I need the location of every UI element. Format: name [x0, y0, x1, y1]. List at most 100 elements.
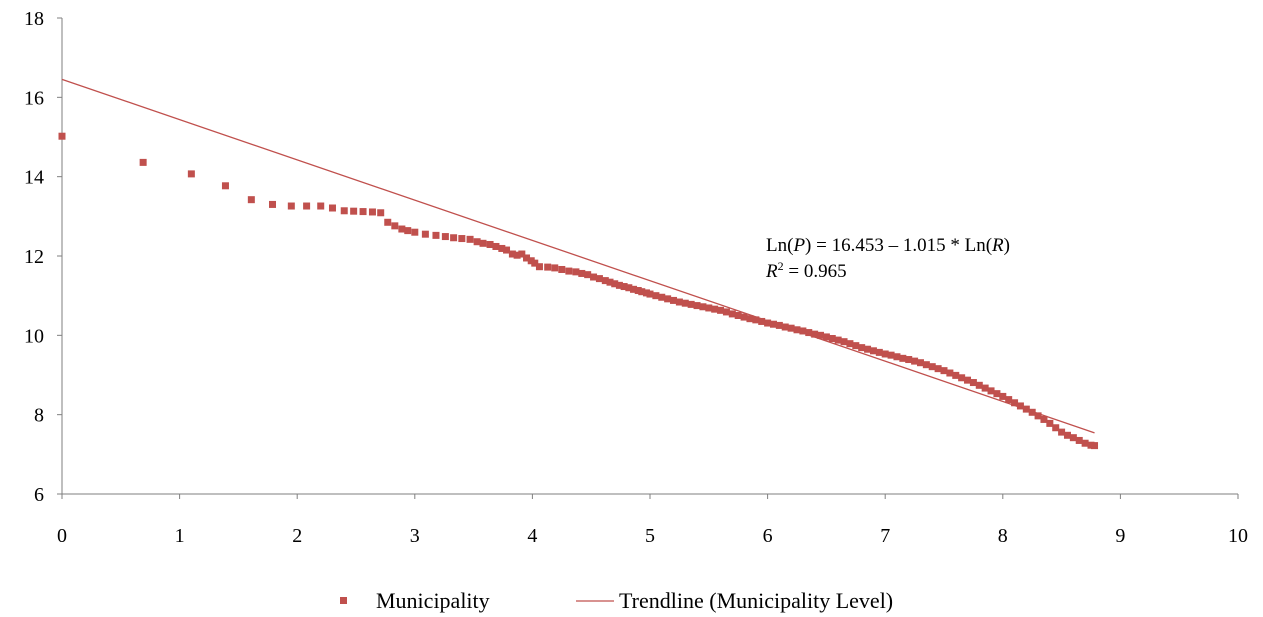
- data-point: [805, 329, 813, 337]
- data-point: [458, 235, 466, 243]
- data-point: [693, 302, 701, 310]
- data-point: [828, 335, 836, 343]
- legend-label-trendline: Trendline (Municipality Level): [619, 588, 893, 613]
- data-point: [1028, 408, 1036, 416]
- x-tick-label: 3: [410, 525, 420, 547]
- data-point: [787, 324, 795, 332]
- data-point: [987, 387, 995, 395]
- data-point: [911, 357, 919, 365]
- data-point: [899, 354, 907, 362]
- data-point: [846, 340, 854, 348]
- x-axis: 0 1 2 3 4 5 6 7 8 9 10: [57, 493, 1248, 547]
- x-tick-label: 7: [880, 525, 890, 547]
- data-point: [492, 242, 500, 250]
- data-point: [1034, 412, 1042, 420]
- data-point: [952, 371, 960, 379]
- data-point: [411, 228, 419, 236]
- data-point: [981, 384, 989, 392]
- data-point: [565, 267, 573, 275]
- data-point: [1091, 442, 1099, 450]
- data-point: [905, 356, 913, 364]
- y-tick-label: 12: [24, 246, 44, 268]
- y-tick-label: 10: [24, 325, 44, 347]
- data-point: [916, 359, 924, 367]
- data-point: [699, 303, 707, 311]
- data-point: [590, 273, 598, 281]
- data-point: [840, 338, 848, 346]
- data-point: [368, 208, 376, 216]
- data-point: [479, 239, 487, 247]
- data-point: [799, 327, 807, 335]
- data-point: [740, 313, 748, 321]
- data-point: [287, 202, 295, 210]
- y-axis: 6 8 10 12 14 16 18: [24, 8, 63, 506]
- data-point: [630, 285, 638, 293]
- data-point: [858, 344, 866, 352]
- x-tick-label: 2: [292, 525, 302, 547]
- trendline: [61, 78, 1095, 434]
- data-point: [746, 315, 754, 323]
- data-point: [1016, 402, 1024, 410]
- data-point: [864, 345, 872, 353]
- data-point: [852, 342, 860, 350]
- data-point: [793, 326, 801, 334]
- data-point: [675, 298, 683, 306]
- data-point: [875, 348, 883, 356]
- data-point: [1069, 434, 1077, 442]
- data-point: [1081, 439, 1089, 447]
- data-point: [642, 289, 650, 297]
- data-point: [187, 170, 195, 178]
- data-point: [544, 263, 552, 271]
- y-tick-label: 18: [24, 8, 44, 30]
- data-point: [398, 225, 406, 233]
- data-point: [535, 263, 543, 271]
- y-tick-label: 6: [34, 484, 44, 506]
- data-point: [975, 381, 983, 389]
- data-point: [503, 246, 511, 254]
- data-point: [687, 300, 695, 308]
- data-point: [247, 196, 255, 204]
- data-point: [611, 280, 619, 288]
- data-point: [881, 350, 889, 358]
- y-tick-label: 14: [24, 167, 44, 189]
- data-point: [999, 392, 1007, 400]
- data-point: [486, 240, 494, 248]
- y-ticks: 6 8 10 12 14 16 18: [24, 8, 62, 506]
- data-point: [811, 330, 819, 338]
- legend-item-trendline: Trendline (Municipality Level): [576, 588, 893, 613]
- r-squared-text: R2 = 0.965: [765, 259, 847, 282]
- data-point: [584, 271, 592, 279]
- x-tick-label: 0: [57, 525, 67, 547]
- data-point: [527, 257, 535, 265]
- data-point: [498, 244, 506, 252]
- data-point: [558, 265, 566, 273]
- data-point: [1022, 405, 1030, 413]
- x-tick-label: 5: [645, 525, 655, 547]
- legend-label-municipality: Municipality: [376, 588, 490, 613]
- data-point: [473, 238, 481, 246]
- data-point: [523, 254, 531, 262]
- data-point: [681, 299, 689, 307]
- data-point: [646, 290, 654, 298]
- data-point: [717, 306, 725, 314]
- data-point: [922, 361, 930, 369]
- data-point: [769, 320, 777, 328]
- equation-text: Ln(P) = 16.453 – 1.015 * Ln(R): [766, 235, 1010, 256]
- data-point: [595, 275, 603, 283]
- data-point: [508, 250, 516, 258]
- data-point: [728, 310, 736, 318]
- data-point: [625, 284, 633, 292]
- legend-item-municipality: Municipality: [340, 588, 490, 613]
- data-point: [670, 296, 678, 304]
- data-point: [1005, 396, 1013, 404]
- data-point: [722, 308, 730, 316]
- data-point: [764, 319, 772, 327]
- data-point: [317, 202, 325, 210]
- data-point: [384, 218, 392, 226]
- data-point: [993, 390, 1001, 398]
- x-tick-label: 1: [175, 525, 185, 547]
- data-point: [450, 234, 458, 242]
- data-point: [391, 222, 399, 230]
- legend-marker-square: [340, 597, 347, 604]
- data-point: [928, 363, 936, 371]
